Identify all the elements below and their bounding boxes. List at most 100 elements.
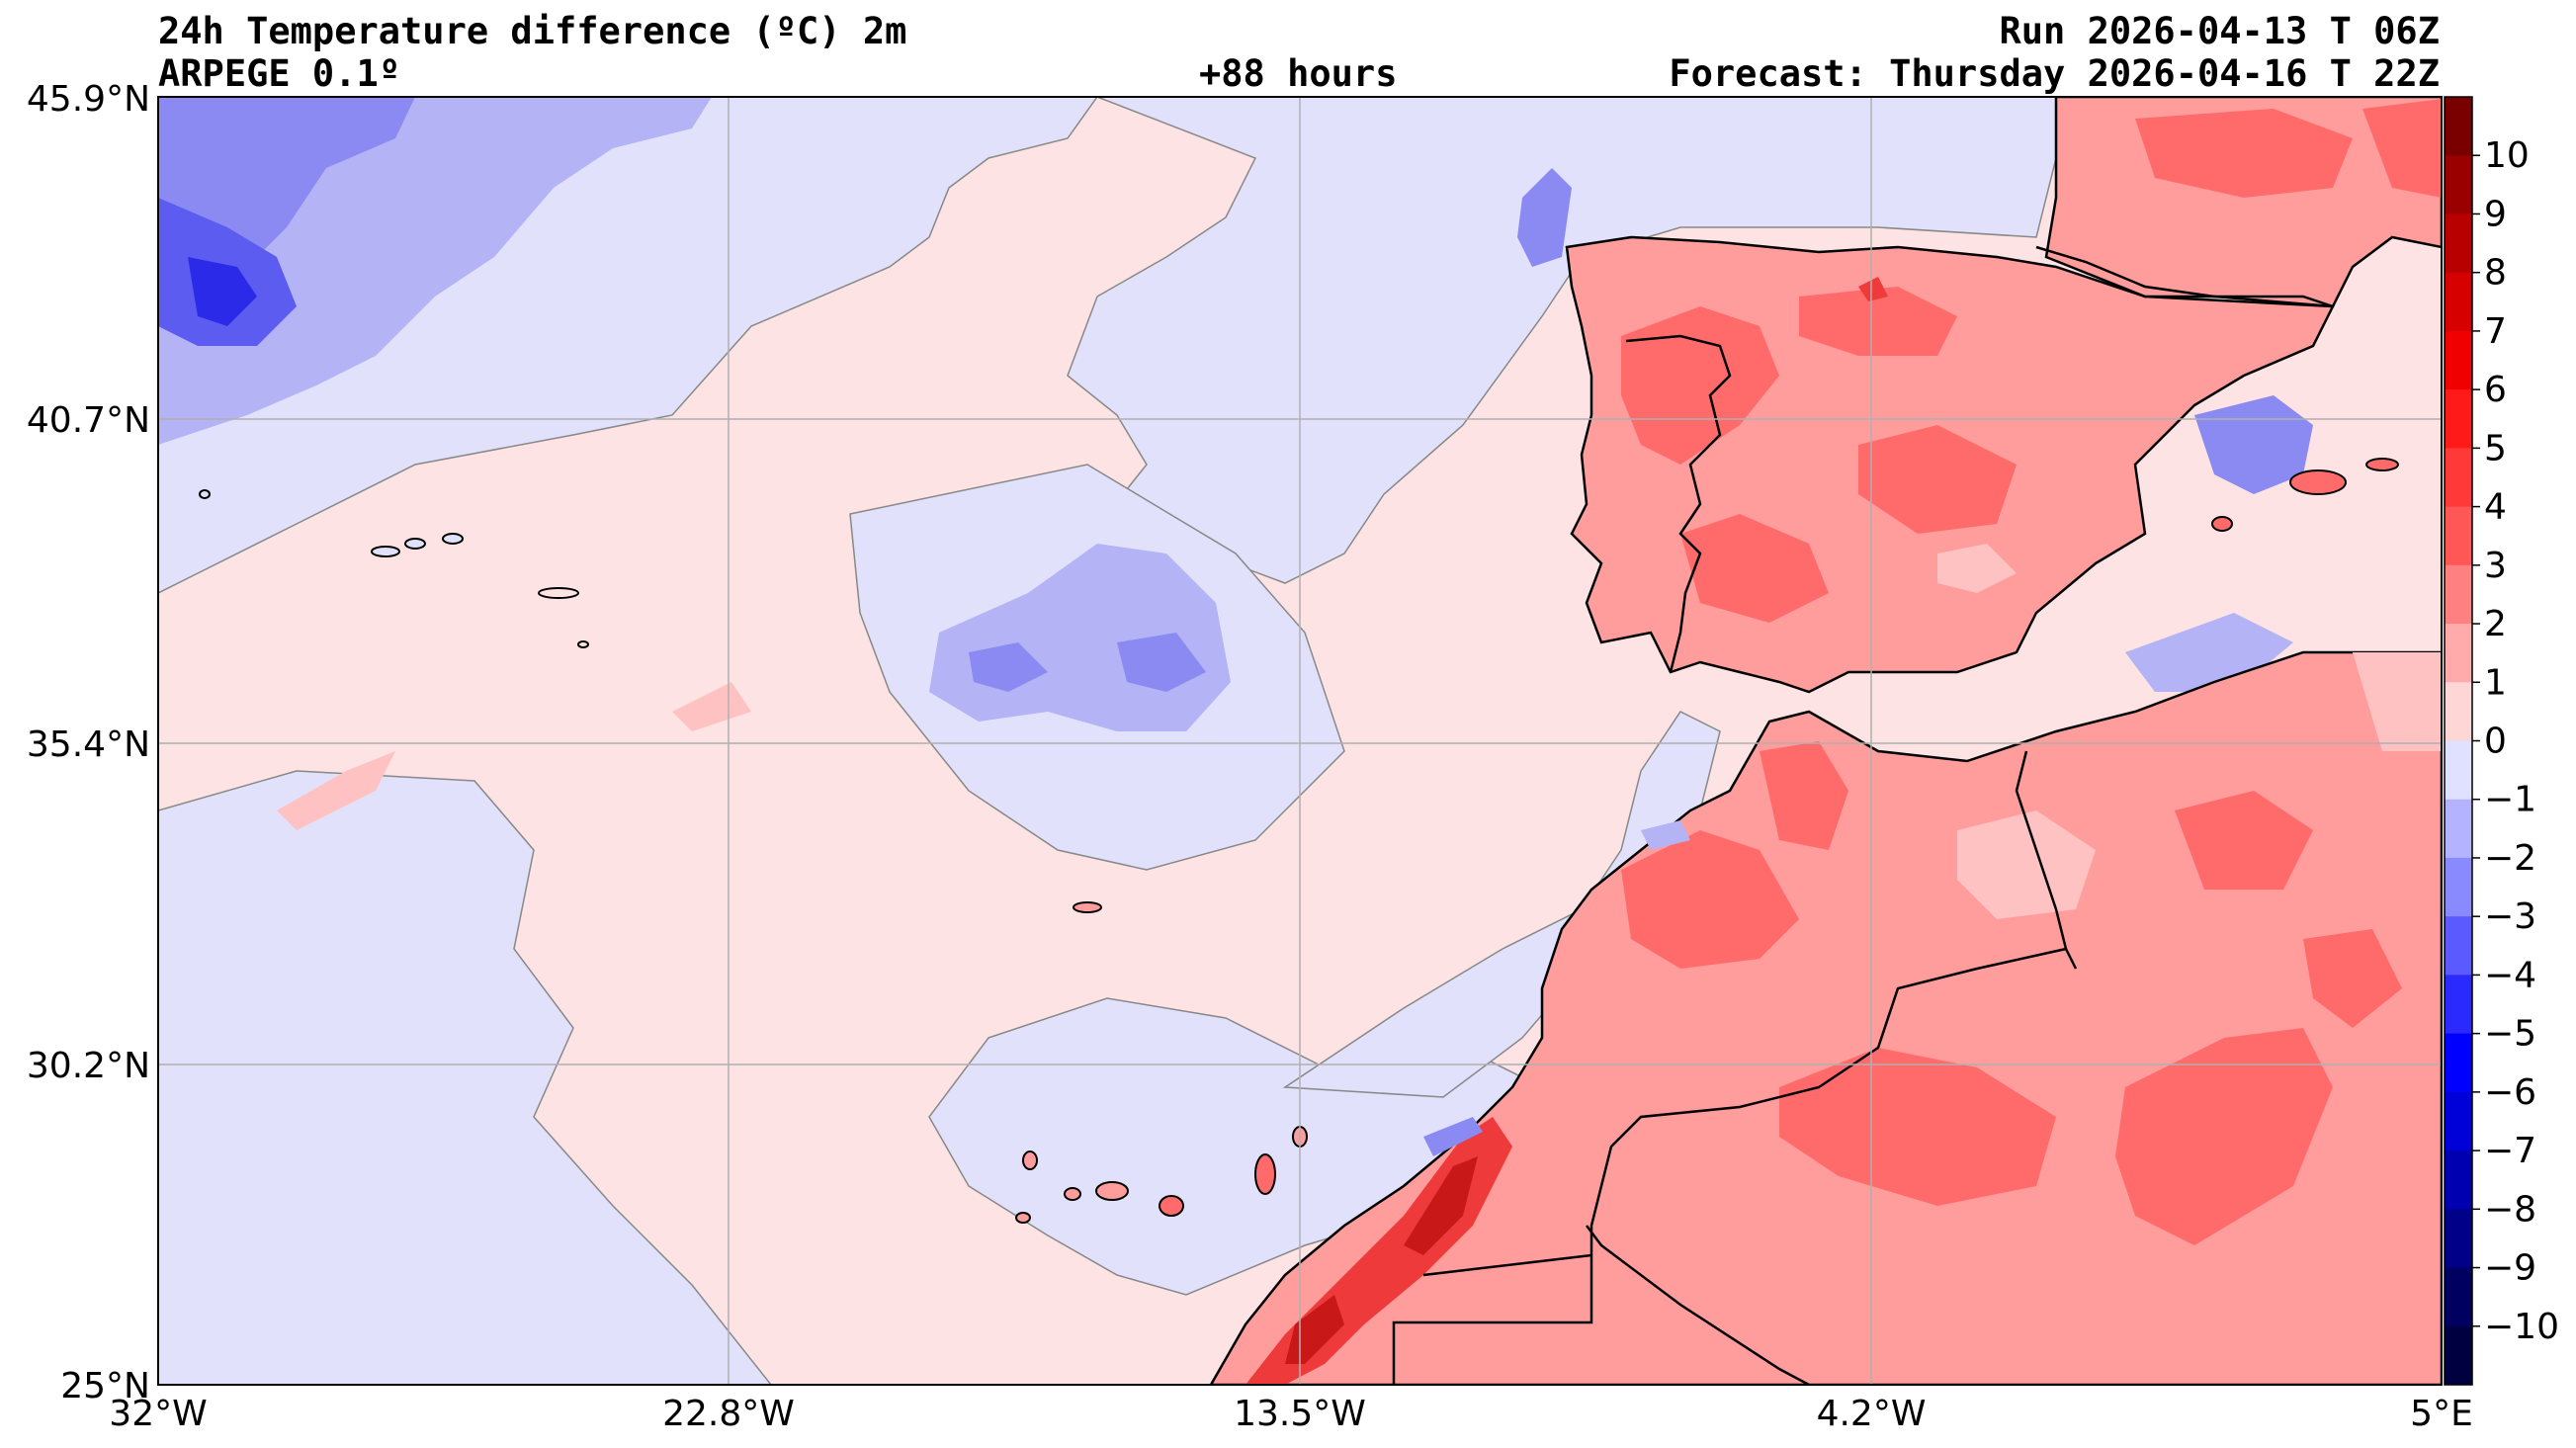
cold-patch-central-2 (969, 642, 1048, 692)
map-title: 24h Temperature difference (ºC) 2m (158, 10, 907, 52)
border-spain-france (2035, 245, 2334, 308)
colorbar-segment (2445, 1091, 2472, 1151)
colorbar-label: −2 (2484, 838, 2536, 879)
colorbar-label: −6 (2484, 1072, 2536, 1113)
warm-patch-atlantic (672, 682, 751, 731)
africa-warm-2 (1760, 741, 1848, 850)
colorbar-label: −9 (2484, 1248, 2536, 1289)
iberia-hot-1 (1858, 277, 1888, 301)
model-label: ARPEGE 0.1º (158, 52, 401, 95)
colorbar-label: 1 (2484, 662, 2507, 703)
lat-label-45-9: 45.9°N (27, 79, 150, 120)
balearic-island-2 (2211, 516, 2233, 532)
colorbar-segment (2445, 857, 2472, 917)
colorbar-label: 6 (2484, 370, 2507, 410)
africa-cool-1 (1957, 810, 2096, 919)
colorbar-segment (2445, 389, 2472, 449)
colorbar-label: 5 (2484, 428, 2507, 468)
coastal-cool-strip (1423, 1117, 1483, 1156)
colorbar-label: 3 (2484, 546, 2507, 586)
colorbar-label: 2 (2484, 604, 2507, 644)
lon-label-4-2w: 4.2°W (1817, 1394, 1927, 1434)
colorbar (2444, 96, 2480, 1386)
africa-warm-3 (1779, 1048, 2056, 1206)
lat-label-35-4: 35.4°N (27, 724, 150, 765)
colorbar-segment (2445, 1267, 2472, 1327)
coastal-hotter-strip (1404, 1156, 1478, 1255)
gridlines (158, 97, 2442, 1385)
border-morocco-algeria (1392, 750, 2068, 1385)
france-warm-2 (2362, 99, 2442, 198)
lon-label-32w: 32°W (109, 1394, 207, 1434)
balearic-island-3 (2365, 458, 2399, 471)
canary-island-1 (1159, 1195, 1184, 1217)
lat-label-30-2: 30.2°N (27, 1046, 150, 1086)
colorbar-segment (2445, 624, 2472, 683)
cold-patch-med (2194, 395, 2313, 494)
azores-island-4 (442, 533, 464, 545)
colorbar-segment (2445, 975, 2472, 1035)
colorbar-segment (2445, 564, 2472, 625)
forecast-label: Forecast: Thursday 2026-04-16 T 22Z (1669, 52, 2440, 95)
colorbar-segment (2445, 213, 2472, 274)
canary-island-2 (1095, 1181, 1129, 1201)
africa-warm-5 (2175, 791, 2313, 890)
cold-patch-nw-4 (188, 257, 257, 326)
africa-warm-6 (2303, 929, 2402, 1028)
colorbar-label: 7 (2484, 311, 2507, 352)
madeira-island (1073, 901, 1102, 913)
canary-island-5 (1022, 1150, 1038, 1170)
cold-patch-central-3 (1117, 633, 1206, 692)
azores-island-6 (577, 640, 589, 648)
colorbar-segment (2445, 1325, 2472, 1386)
lat-label-25: 25°N (60, 1366, 150, 1406)
colorbar-label: −3 (2484, 896, 2536, 937)
colorbar-label: 9 (2484, 194, 2507, 234)
warm-patch-atlantic-2 (277, 751, 395, 830)
colorbar-segment (2445, 799, 2472, 859)
canary-island-3 (1254, 1153, 1276, 1195)
lat-label-40-7: 40.7°N (27, 400, 150, 441)
colorbar-label: 10 (2484, 135, 2530, 176)
border-western-sahara (1586, 1225, 1810, 1385)
colorbar-segment (2445, 330, 2472, 390)
lon-label-22-8w: 22.8°W (662, 1394, 795, 1434)
cold-patch-bay (1517, 168, 1572, 267)
azores-island-2 (371, 546, 400, 557)
colorbar-segment (2445, 1033, 2472, 1093)
lat-labels: 45.9°N 40.7°N 35.4°N 30.2°N 25°N (27, 79, 150, 1406)
colorbar-segment (2445, 155, 2472, 214)
colorbar-label: −7 (2484, 1131, 2536, 1171)
azores-island-1 (199, 489, 211, 499)
colorbar-segment (2445, 448, 2472, 508)
colorbar-segment (2445, 506, 2472, 566)
africa-cool-2 (2353, 652, 2442, 751)
france-warm-1 (2135, 109, 2353, 198)
border-western-sahara-2 (1422, 1253, 1592, 1277)
colorbar-segment (2445, 97, 2472, 156)
iberia-warm-1 (1621, 306, 1779, 465)
run-label: Run 2026-04-13 T 06Z (1999, 10, 2440, 52)
azores-island-5 (538, 587, 579, 599)
balearic-island-1 (2289, 469, 2347, 495)
plot-frame (157, 96, 2443, 1386)
iberia-warm-2 (1799, 287, 1957, 356)
iberia-cool-1 (1937, 544, 2017, 593)
colorbar-segment (2445, 740, 2472, 801)
lon-labels: 32°W 22.8°W 13.5°W 4.2°W 5°E (109, 1394, 2473, 1434)
colorbar-segment (2445, 916, 2472, 976)
coastal-cool-strip-2 (1641, 820, 1690, 850)
lon-label-13-5w: 13.5°W (1234, 1394, 1366, 1434)
colorbar-label: −8 (2484, 1189, 2536, 1230)
lead-time: +88 hours (1199, 52, 1398, 95)
iberia-warm-3 (1680, 514, 1829, 623)
colorbar-label: −1 (2484, 780, 2536, 820)
canary-island-7 (1015, 1212, 1031, 1224)
border-algeria-tunisia (2064, 948, 2078, 970)
colorbar-label: 0 (2484, 722, 2507, 762)
colorbar-label: 8 (2484, 253, 2507, 294)
colorbar-segment (2445, 682, 2472, 741)
azores-island-3 (404, 538, 426, 550)
